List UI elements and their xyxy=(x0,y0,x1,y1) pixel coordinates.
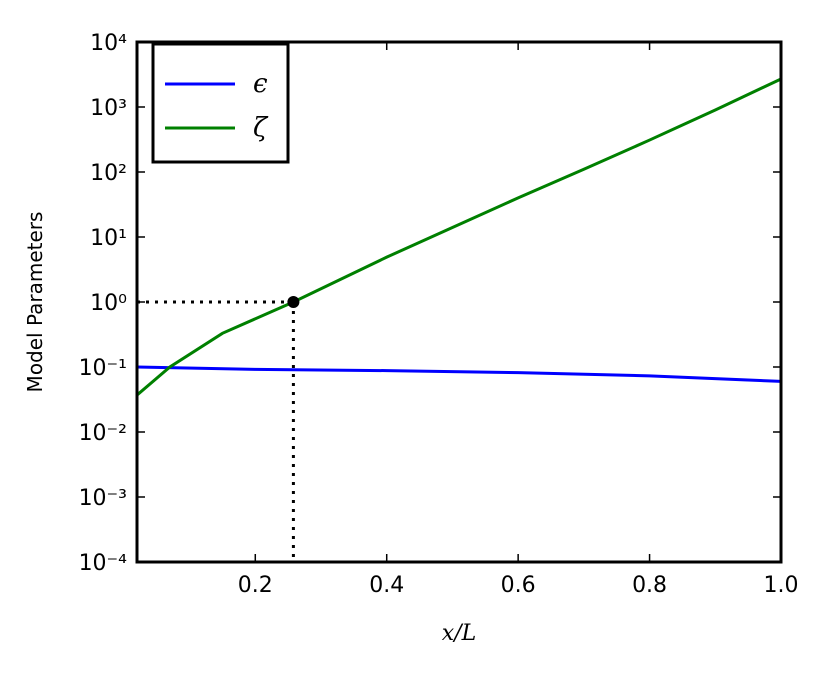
legend-box xyxy=(151,42,290,164)
x-tick-label: 0.2 xyxy=(238,573,273,598)
marker-point xyxy=(287,296,300,308)
series-line xyxy=(136,365,782,383)
y-tick-label: 10⁰ xyxy=(90,291,127,316)
y-tick-label: 10⁻⁴ xyxy=(79,551,128,576)
legend-label: ϵ xyxy=(253,69,268,99)
y-tick-label: 10¹ xyxy=(90,226,127,251)
x-tick-label: 0.8 xyxy=(632,573,667,598)
series-line xyxy=(136,77,782,397)
y-axis-label: Model Parameters xyxy=(23,212,47,393)
y-tick-label: 10⁴ xyxy=(90,31,127,56)
x-axis-label: x/L xyxy=(442,621,476,646)
y-tick-label: 10³ xyxy=(90,96,127,121)
y-tick-label: 10⁻² xyxy=(79,421,127,446)
plot-frame xyxy=(135,40,783,564)
x-tick-label: 0.6 xyxy=(501,573,536,598)
y-tick-label: 10² xyxy=(90,161,127,186)
legend-label: ζ xyxy=(253,113,269,143)
y-tick-label: 10⁻¹ xyxy=(79,356,127,381)
x-tick-label: 0.4 xyxy=(369,573,404,598)
x-tick-label: 1.0 xyxy=(764,573,799,598)
y-tick-label: 10⁻³ xyxy=(79,486,127,511)
